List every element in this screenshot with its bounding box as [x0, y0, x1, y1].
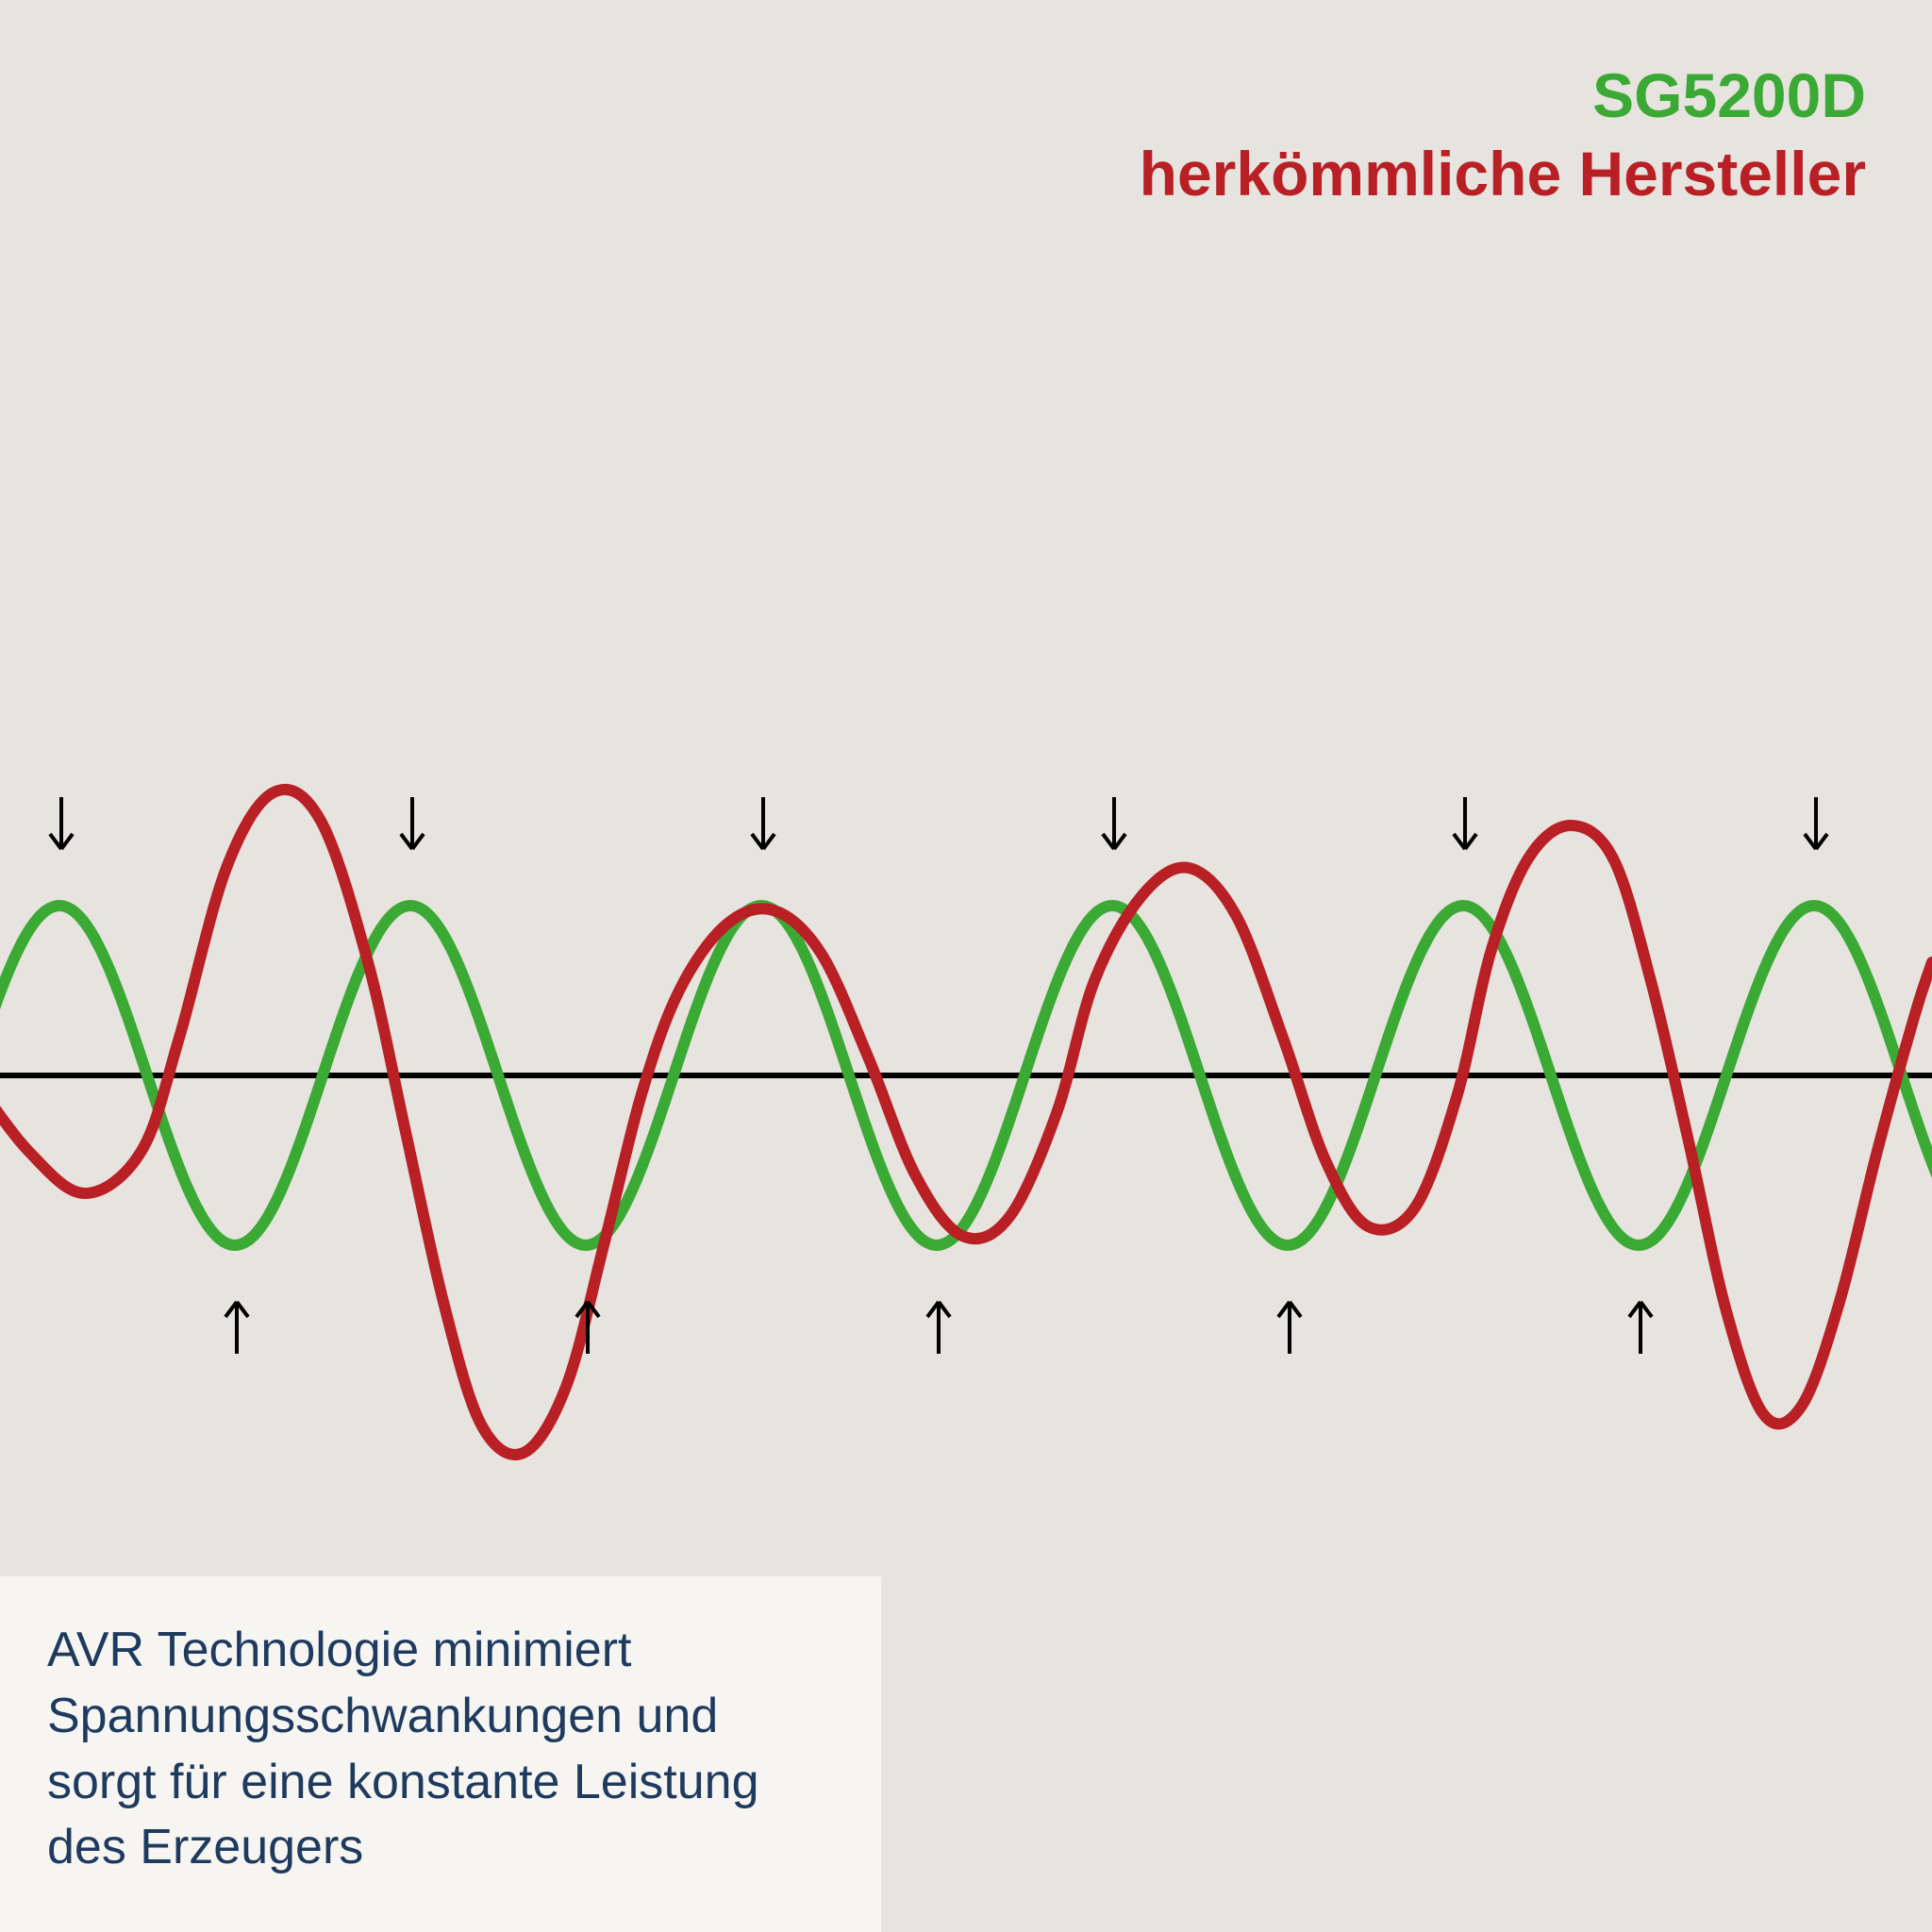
arrow-up-icon — [1629, 1302, 1652, 1354]
caption-text: AVR Technologie minimiert Spannungsschwa… — [47, 1618, 830, 1881]
caption-box: AVR Technologie minimiert Spannungsschwa… — [0, 1576, 881, 1932]
figure-canvas: SG5200D herkömmliche Hersteller AVR Tech… — [0, 0, 1932, 1932]
arrow-down-icon — [1805, 797, 1827, 849]
arrow-up-icon — [1278, 1302, 1301, 1354]
legend-line-red: herkömmliche Hersteller — [1140, 135, 1866, 213]
red-wave — [0, 790, 1932, 1455]
legend-line-green: SG5200D — [1140, 57, 1866, 135]
arrow-down-icon — [1103, 797, 1125, 849]
arrow-up-icon — [927, 1302, 950, 1354]
arrow-down-icon — [1454, 797, 1476, 849]
arrow-down-icon — [401, 797, 424, 849]
legend: SG5200D herkömmliche Hersteller — [1140, 57, 1866, 212]
arrow-down-icon — [752, 797, 774, 849]
arrow-down-icon — [50, 797, 73, 849]
arrow-up-icon — [225, 1302, 248, 1354]
